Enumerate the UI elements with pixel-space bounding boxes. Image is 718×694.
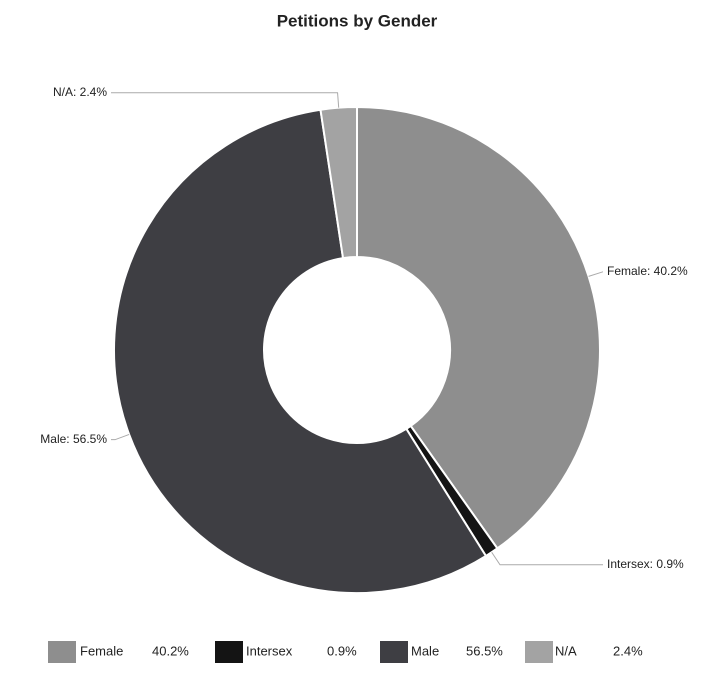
legend-value: 2.4% bbox=[613, 643, 643, 658]
legend-value: 40.2% bbox=[152, 643, 189, 658]
legend-swatch bbox=[380, 641, 408, 663]
donut-slice bbox=[356, 105, 601, 550]
legend-value: 0.9% bbox=[327, 643, 357, 658]
legend-swatch bbox=[48, 641, 76, 663]
slice-label: Female: 40.2% bbox=[607, 264, 688, 278]
slice-label: Intersex: 0.9% bbox=[607, 557, 684, 571]
leader-line bbox=[111, 433, 130, 441]
legend-value: 56.5% bbox=[466, 643, 503, 658]
slice-label: N/A: 2.4% bbox=[53, 85, 107, 99]
legend-swatch bbox=[525, 641, 553, 663]
leader-line bbox=[491, 551, 603, 566]
leader-line bbox=[588, 271, 604, 277]
leader-line bbox=[111, 92, 340, 108]
chart-title: Petitions by Gender bbox=[277, 11, 438, 30]
legend-label: Intersex bbox=[246, 643, 293, 658]
legend-label: Female bbox=[80, 643, 123, 658]
donut-slice bbox=[319, 105, 358, 260]
legend-swatch bbox=[215, 641, 243, 663]
legend-label: N/A bbox=[555, 643, 577, 658]
donut-slice bbox=[113, 108, 488, 594]
legend-label: Male bbox=[411, 643, 439, 658]
slice-label: Male: 56.5% bbox=[40, 432, 107, 446]
